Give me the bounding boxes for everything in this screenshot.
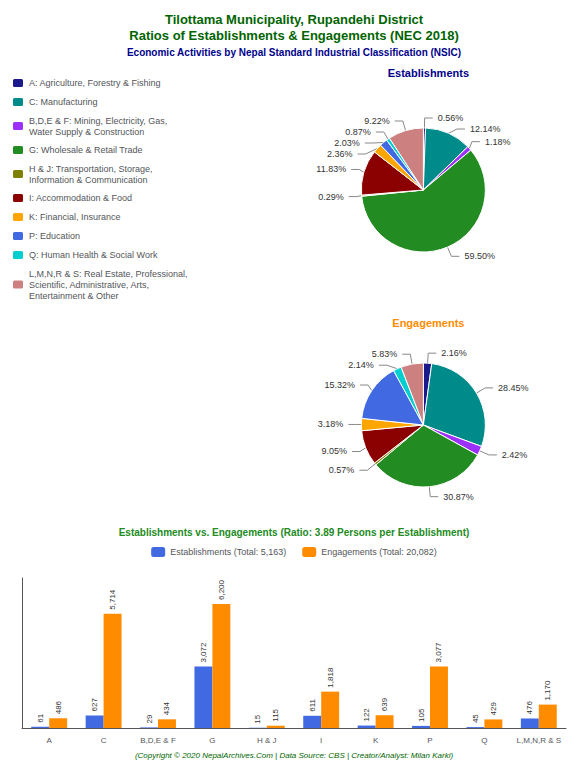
svg-text:Ratios of Establishments & Eng: Ratios of Establishments & Engagements (… [129, 28, 458, 43]
svg-text:Establishments vs. Engagements: Establishments vs. Engagements (Ratio: 3… [119, 527, 470, 538]
svg-text:28.45%: 28.45% [498, 383, 529, 393]
svg-text:C: Manufacturing: C: Manufacturing [29, 97, 98, 107]
svg-text:I: Accommodation & Food: I: Accommodation & Food [29, 193, 132, 203]
svg-text:12.14%: 12.14% [470, 124, 501, 134]
svg-text:2.36%: 2.36% [327, 149, 353, 159]
svg-text:59.50%: 59.50% [464, 251, 495, 261]
svg-text:Establishments (Total: 5,163): Establishments (Total: 5,163) [170, 547, 286, 557]
svg-text:G: G [209, 736, 215, 745]
svg-text:0.87%: 0.87% [345, 127, 371, 137]
svg-text:Engagements (Total: 20,082): Engagements (Total: 20,082) [321, 547, 437, 557]
svg-text:Engagements: Engagements [392, 317, 464, 329]
svg-text:Establishments: Establishments [388, 67, 469, 79]
svg-text:B,D,E & F: Mining, Electricity: B,D,E & F: Mining, Electricity, Gas, [29, 116, 167, 126]
svg-text:A: Agriculture, Forestry & Fis: A: Agriculture, Forestry & Fishing [29, 78, 161, 88]
svg-text:3,077: 3,077 [434, 642, 443, 663]
svg-text:Tilottama Municipality, Rupand: Tilottama Municipality, Rupandehi Distri… [165, 12, 424, 27]
svg-text:P: Education: P: Education [29, 231, 80, 241]
svg-text:2.14%: 2.14% [348, 360, 374, 370]
svg-text:I: I [320, 736, 322, 745]
svg-text:C: C [101, 736, 107, 745]
svg-text:K: Financial, Insurance: K: Financial, Insurance [29, 212, 121, 222]
svg-text:K: K [373, 736, 379, 745]
svg-text:Information & Communication: Information & Communication [29, 175, 148, 185]
svg-text:1,170: 1,170 [543, 680, 552, 701]
svg-text:Scientific, Administrative, Ar: Scientific, Administrative, Arts, [29, 280, 149, 290]
svg-text:H & J: H & J [257, 736, 277, 745]
svg-text:2.03%: 2.03% [334, 138, 360, 148]
svg-text:Q: Q [481, 736, 487, 745]
svg-text:476: 476 [525, 701, 534, 715]
svg-text:L,M,N,R & S: Real Estate, Prof: L,M,N,R & S: Real Estate, Professional, [29, 269, 188, 279]
svg-text:11.83%: 11.83% [316, 164, 346, 174]
svg-text:627: 627 [90, 698, 99, 712]
svg-text:G: Wholesale & Retail Trade: G: Wholesale & Retail Trade [29, 145, 143, 155]
svg-text:2.42%: 2.42% [502, 450, 528, 460]
svg-text:P: P [427, 736, 432, 745]
svg-text:486: 486 [54, 700, 63, 714]
svg-text:29: 29 [145, 714, 154, 723]
svg-text:5.83%: 5.83% [372, 349, 398, 359]
svg-text:9.22%: 9.22% [364, 116, 390, 126]
svg-text:1,818: 1,818 [326, 667, 335, 688]
svg-text:H & J: Transportation, Storage: H & J: Transportation, Storage, [29, 164, 153, 174]
svg-text:(Copyright © 2020 NepalArchive: (Copyright © 2020 NepalArchives.Com | Da… [135, 751, 454, 760]
svg-text:Water Supply & Construction: Water Supply & Construction [29, 127, 144, 137]
svg-text:3,072: 3,072 [199, 642, 208, 663]
svg-text:0.29%: 0.29% [318, 192, 344, 202]
svg-text:Economic Activities by Nepal S: Economic Activities by Nepal Standard In… [127, 47, 461, 58]
svg-text:15.32%: 15.32% [325, 380, 356, 390]
svg-text:3.18%: 3.18% [318, 419, 344, 429]
svg-text:0.57%: 0.57% [329, 465, 355, 475]
svg-text:0.56%: 0.56% [438, 113, 464, 123]
svg-text:61: 61 [36, 713, 45, 722]
svg-text:434: 434 [162, 701, 171, 715]
svg-text:A: A [47, 736, 53, 745]
svg-text:1.18%: 1.18% [485, 137, 511, 147]
svg-text:15: 15 [253, 714, 262, 723]
svg-text:5,714: 5,714 [108, 589, 117, 610]
svg-text:B,D,E & F: B,D,E & F [140, 736, 176, 745]
svg-text:611: 611 [308, 698, 317, 711]
svg-text:639: 639 [380, 697, 389, 711]
svg-text:Q: Human Health & Social Work: Q: Human Health & Social Work [29, 250, 158, 260]
svg-text:Entertainment & Other: Entertainment & Other [29, 291, 119, 301]
svg-text:122: 122 [362, 708, 371, 722]
svg-text:2.16%: 2.16% [441, 348, 467, 358]
svg-text:115: 115 [271, 708, 280, 721]
svg-text:30.87%: 30.87% [443, 492, 474, 502]
svg-text:429: 429 [489, 702, 498, 716]
svg-text:9.05%: 9.05% [321, 446, 347, 456]
svg-text:L,M,N,R & S: L,M,N,R & S [517, 736, 561, 745]
svg-text:45: 45 [471, 714, 480, 723]
svg-text:6,200: 6,200 [217, 579, 226, 600]
svg-text:105: 105 [417, 708, 426, 722]
